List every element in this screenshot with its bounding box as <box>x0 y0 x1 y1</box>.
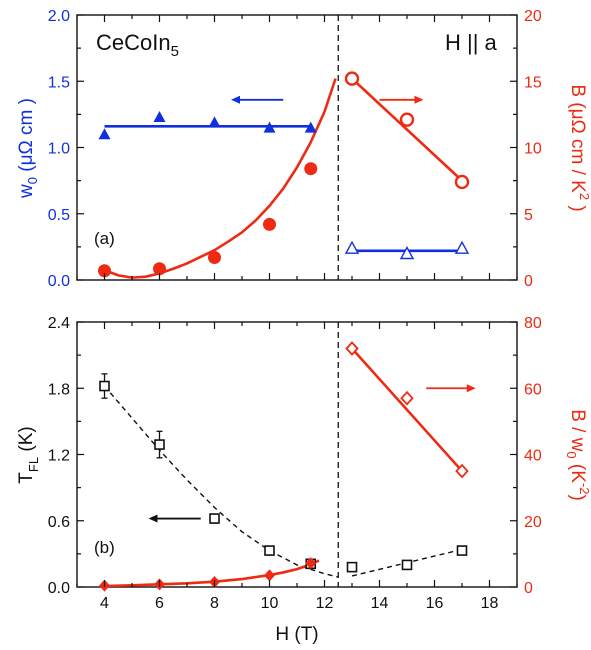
panel-b-ylabel-right: B / w0 (K-2) <box>564 409 591 501</box>
fit-line <box>104 559 320 587</box>
data-point-circle <box>304 162 318 176</box>
x-tick-label: 16 <box>426 595 444 612</box>
y-right-tick-label: 20 <box>524 8 542 25</box>
data-point-triangle-open <box>399 246 415 260</box>
x-axis-label: H (T) <box>275 624 318 645</box>
y-left-tick-label: 2.0 <box>48 8 70 25</box>
guide-line <box>103 385 339 578</box>
data-point-square-open <box>456 545 468 556</box>
x-tick-label: 10 <box>261 595 279 612</box>
fit-line <box>351 347 463 472</box>
y-left-tick-label: 2.4 <box>48 315 70 332</box>
data-point-square-open <box>264 545 275 556</box>
data-point-square-open <box>209 513 220 524</box>
data-point-triangle-open <box>344 240 360 254</box>
axis-arrow-head <box>148 514 158 523</box>
y-left-tick-label: 1.2 <box>48 448 70 465</box>
data-point-circle-open <box>344 71 360 86</box>
data-point-diamond <box>305 557 317 570</box>
y-left-tick-label: 0.6 <box>48 514 70 531</box>
y-left-tick-label: 1.5 <box>48 74 70 91</box>
x-tick-label: 6 <box>155 595 164 612</box>
x-tick-label: 8 <box>210 595 219 612</box>
fit-line <box>104 78 337 279</box>
data-point-diamond-open <box>345 341 359 356</box>
data-point-diamond-open <box>400 390 414 406</box>
data-point-triangle <box>153 111 166 123</box>
data-point-circle <box>153 262 166 276</box>
x-tick-label: 14 <box>371 595 389 612</box>
field-direction-label: H || a <box>445 30 498 55</box>
y-left-tick-label: 0.0 <box>48 580 70 597</box>
y-right-tick-label: 80 <box>524 315 542 332</box>
x-tick-label: 18 <box>481 595 499 612</box>
panel-a-label: (a) <box>94 229 115 248</box>
y-right-tick-label: 60 <box>524 381 542 398</box>
y-right-tick-label: 0 <box>524 273 533 290</box>
data-point-square-open <box>401 559 413 571</box>
data-point-square-open <box>99 380 110 392</box>
fit-line <box>351 77 463 182</box>
y-right-tick-label: 40 <box>524 448 542 465</box>
data-point-diamond <box>264 569 275 582</box>
panel-b-frame <box>76 321 518 588</box>
axis-arrow-head <box>414 95 424 104</box>
data-point-circle <box>208 250 221 264</box>
sample-label: CeCoIn5 <box>96 30 179 60</box>
y-left-tick-label: 0.5 <box>48 207 70 224</box>
data-point-square-open <box>346 561 358 573</box>
data-point-triangle-open <box>454 240 470 254</box>
y-right-tick-label: 10 <box>524 141 542 158</box>
data-point-circle-open <box>399 112 415 127</box>
data-point-diamond-open <box>455 463 469 479</box>
y-left-tick-label: 1.8 <box>48 381 70 398</box>
y-right-tick-label: 15 <box>524 74 542 91</box>
y-left-tick-label: 0.0 <box>48 273 70 290</box>
y-right-tick-label: 20 <box>524 514 542 531</box>
y-right-tick-label: 0 <box>524 580 533 597</box>
data-point-square-open <box>154 439 165 450</box>
data-point-triangle <box>304 121 317 133</box>
data-point-triangle <box>208 116 221 128</box>
data-point-circle-open <box>454 174 470 190</box>
panel-a-ylabel-left: w0 (μΩ cm ) <box>16 98 40 199</box>
data-point-triangle <box>98 128 111 140</box>
axis-arrow-head <box>466 384 476 393</box>
panel-a-ylabel-right: B (μΩ cm / K2 ) <box>567 84 591 211</box>
panel-b-label: (b) <box>94 538 115 557</box>
data-point-circle <box>98 264 111 278</box>
panel-b-ylabel-left: TFL (K) <box>16 426 41 483</box>
data-point-triangle <box>263 121 276 133</box>
x-tick-label: 12 <box>316 595 334 612</box>
y-right-tick-label: 5 <box>524 207 533 224</box>
axis-arrow-head <box>231 95 240 104</box>
data-point-circle <box>263 217 276 231</box>
y-left-tick-label: 1.0 <box>48 141 70 158</box>
x-tick-label: 4 <box>100 595 109 612</box>
